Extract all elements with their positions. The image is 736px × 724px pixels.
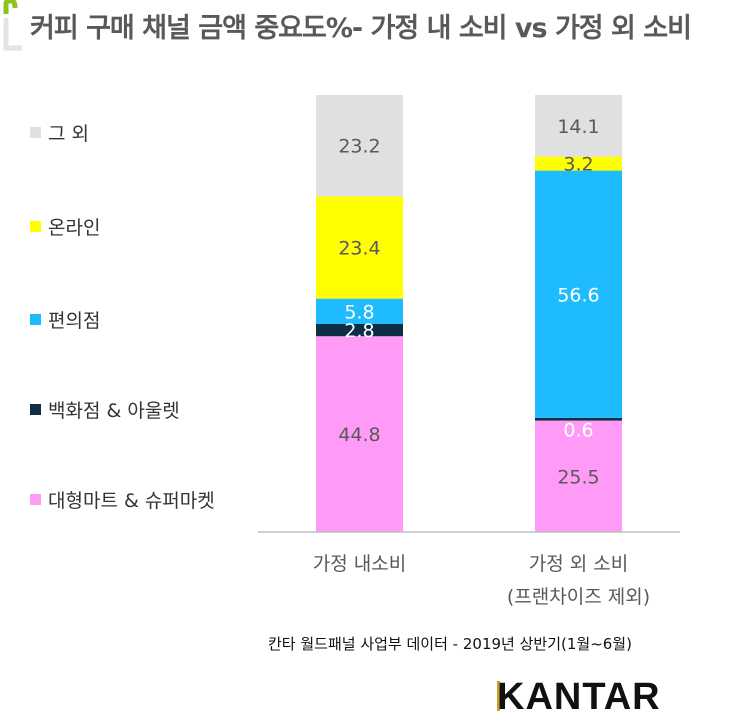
legend-label: 백화점 & 아울렛 [48,400,180,422]
bar-segment [535,417,622,421]
legend-label: 편의점 [48,310,100,332]
bar-segment [316,336,403,532]
legend-label: 그 외 [48,123,89,145]
data-label: 25.5 [557,466,599,488]
legend-swatch [30,314,41,325]
x-tick-label: 가정 내소비 [313,553,406,575]
bar-segment [316,298,403,324]
data-label: 56.6 [557,284,599,306]
source-note: 칸타 월드패널 사업부 데이터 - 2019년 상반기(1월~6월) [268,635,632,653]
chart-title: 커피 구매 채널 금액 중요도%- 가정 내 소비 vs 가정 외 소비 [30,13,692,44]
logo-text: KANTAR [497,676,661,718]
title-bracket-icon [3,0,22,51]
bar-segment [316,196,403,299]
data-label: 2.8 [344,320,374,342]
bar-segment [316,323,403,337]
legend-swatch [30,127,41,138]
data-label: 5.8 [344,301,374,323]
data-label: 23.2 [338,136,380,158]
bar-segment [535,95,622,157]
legend-swatch [30,404,41,415]
bar-segment [535,420,622,532]
legend-swatch [30,221,41,232]
data-label: 44.8 [338,424,380,446]
kantar-logo: KANTAR [497,676,661,719]
bar-segment [535,170,622,418]
x-tick-label: 가정 외 소비 [529,553,628,575]
x-tick-label: (프랜차이즈 제외) [507,586,650,608]
legend-label: 온라인 [48,217,100,239]
bar-segment [316,95,403,197]
bar-segment [535,156,622,171]
data-label: 23.4 [338,238,380,260]
legend-label: 대형마트 & 슈퍼마켓 [48,490,215,512]
legend-swatch [30,494,41,505]
data-label: 0.6 [563,420,593,442]
data-label: 3.2 [563,154,593,176]
data-label: 14.1 [557,116,599,138]
